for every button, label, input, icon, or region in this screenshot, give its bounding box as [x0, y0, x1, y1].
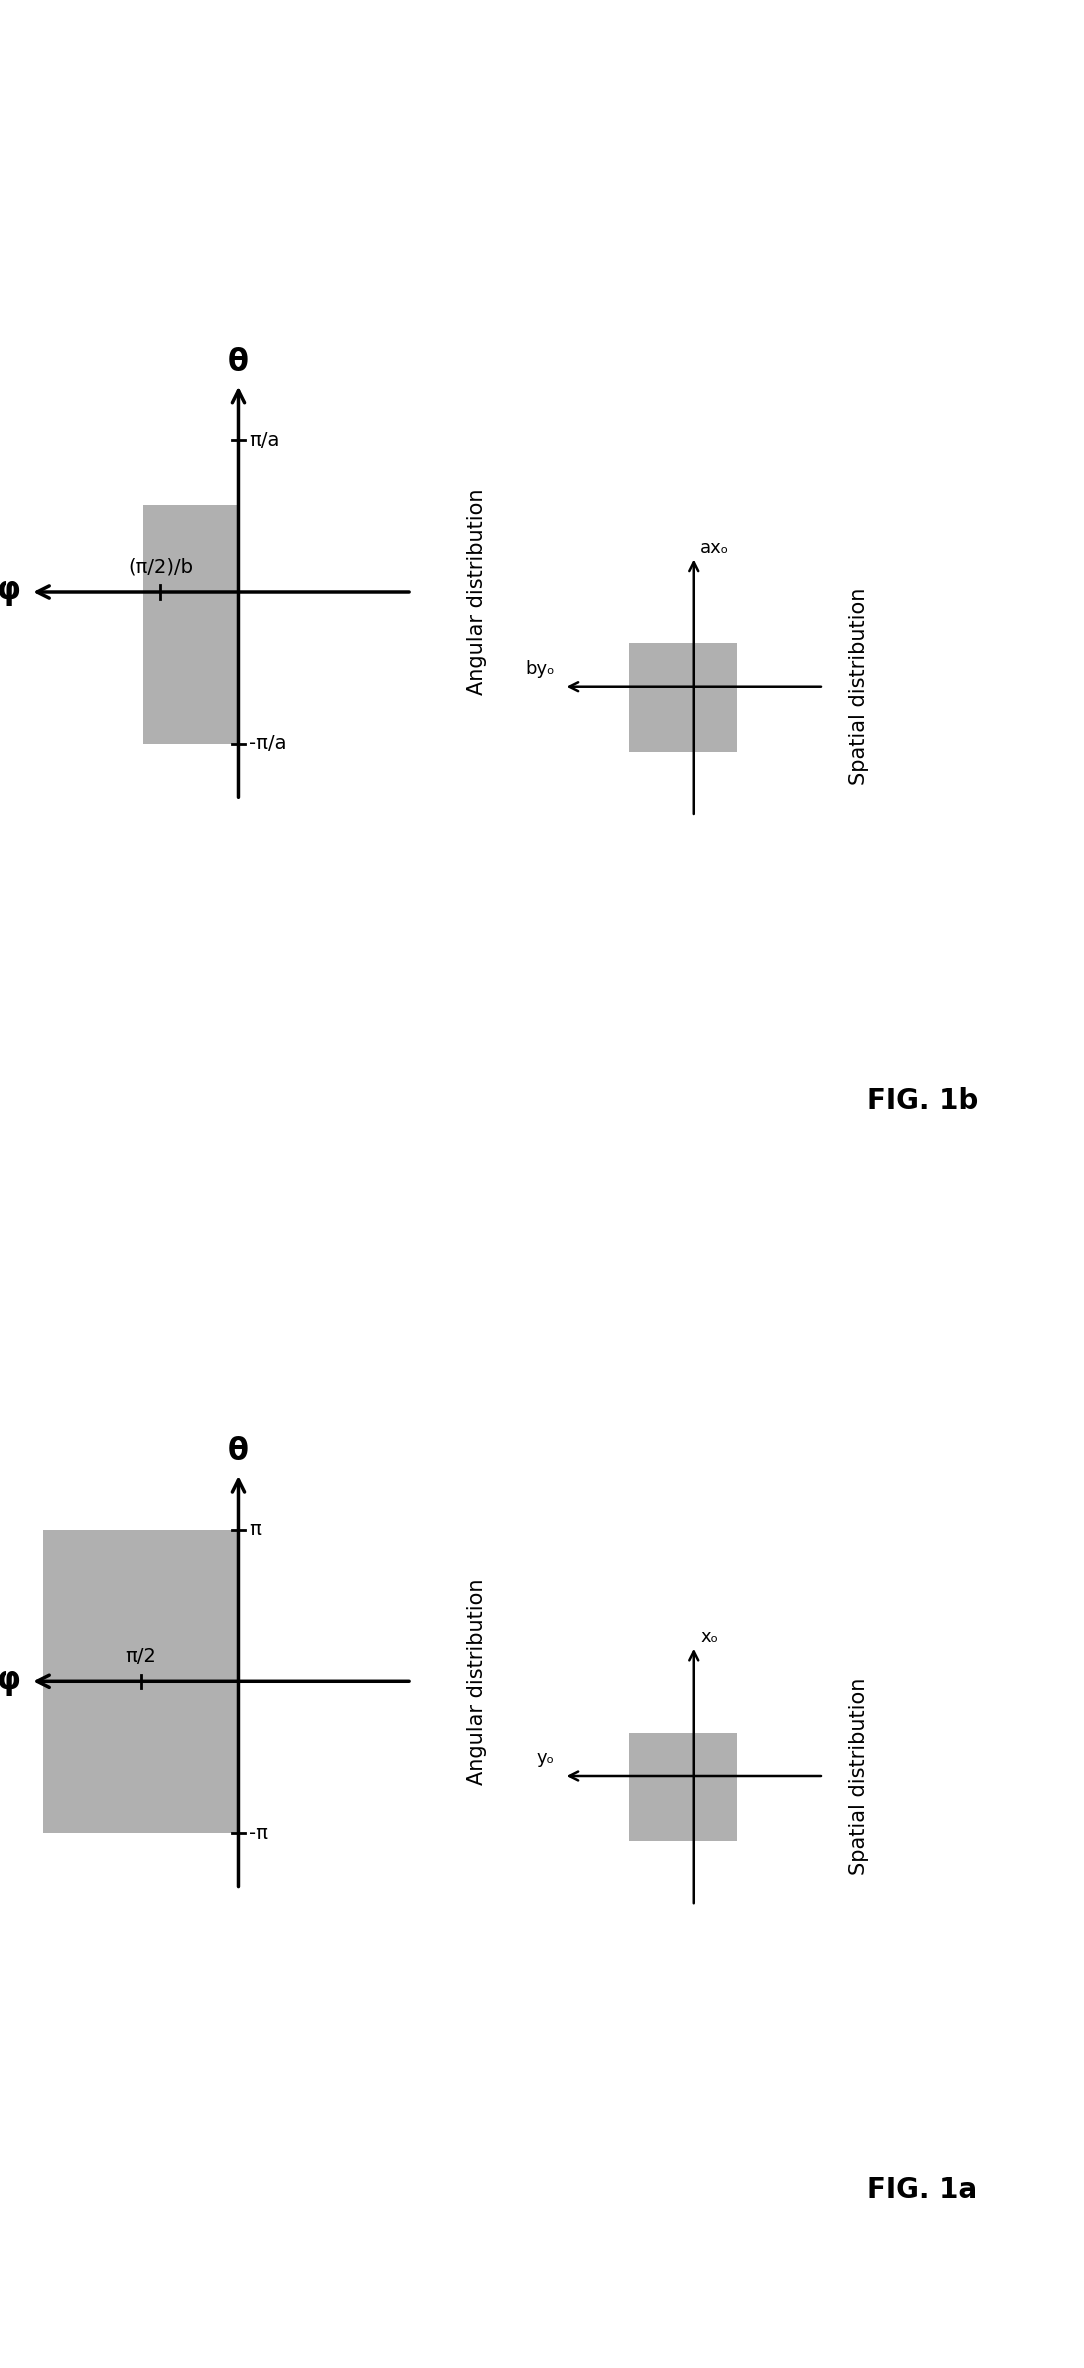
Text: θ: θ: [228, 1437, 249, 1466]
Bar: [629, 1733, 737, 1840]
Text: Angular distribution: Angular distribution: [467, 488, 487, 696]
Text: byₒ: byₒ: [526, 661, 555, 677]
Text: φ: φ: [0, 1667, 21, 1695]
Text: π: π: [249, 1520, 261, 1539]
Text: xₒ: xₒ: [700, 1629, 719, 1646]
Text: axₒ: axₒ: [700, 540, 730, 556]
Text: Spatial distribution: Spatial distribution: [849, 1677, 868, 1875]
Text: θ: θ: [228, 348, 249, 377]
Bar: [43, 1530, 238, 1833]
Text: -π/a: -π/a: [249, 734, 287, 753]
Text: yₒ: yₒ: [537, 1750, 555, 1767]
Bar: [143, 504, 238, 744]
Text: Spatial distribution: Spatial distribution: [849, 587, 868, 786]
Text: φ: φ: [0, 578, 21, 606]
Text: -π: -π: [249, 1823, 269, 1842]
Text: FIG. 1a: FIG. 1a: [867, 2176, 978, 2205]
Text: π/2: π/2: [126, 1648, 156, 1667]
Text: π/a: π/a: [249, 431, 280, 450]
Text: Angular distribution: Angular distribution: [467, 1577, 487, 1785]
Text: (π/2)/b: (π/2)/b: [128, 559, 193, 578]
Text: FIG. 1b: FIG. 1b: [867, 1087, 979, 1115]
Bar: [629, 644, 737, 751]
